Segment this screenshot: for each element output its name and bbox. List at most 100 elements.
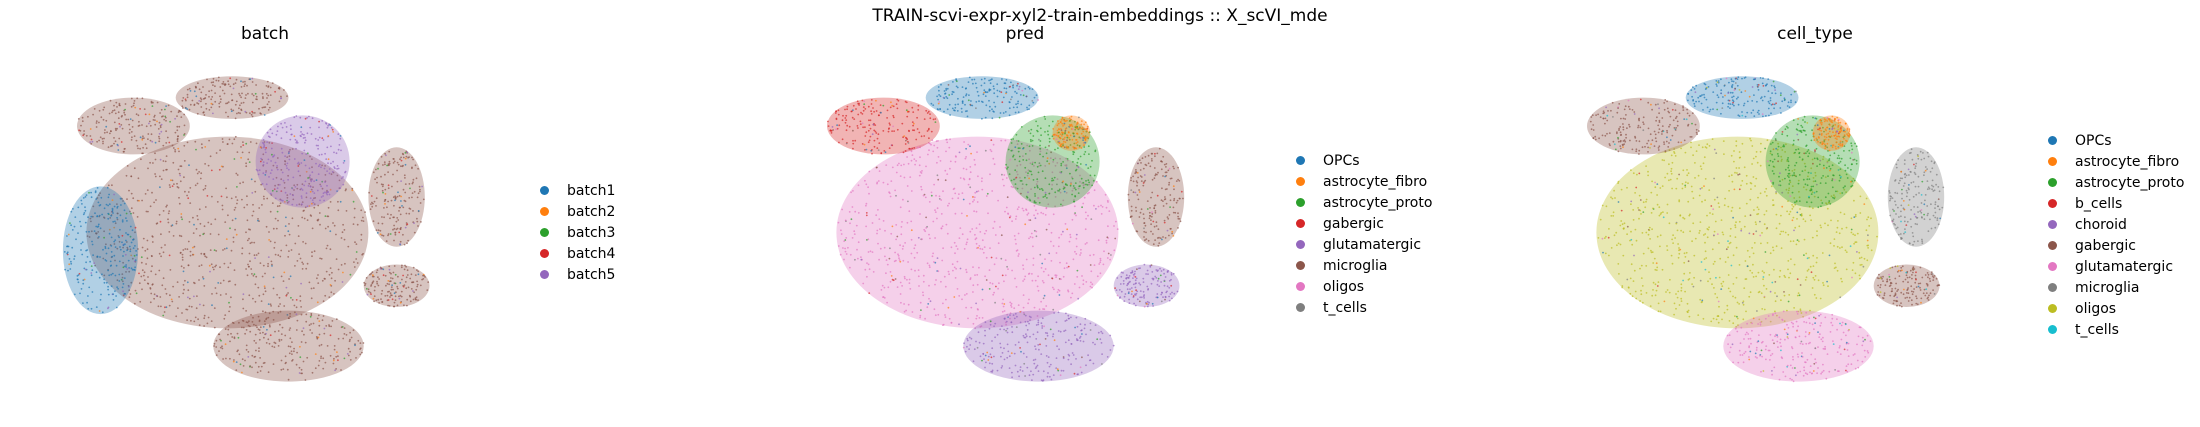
point (336, 165, 339, 167)
point (1134, 172, 1137, 175)
point (284, 225, 287, 228)
point (843, 258, 845, 261)
point (1814, 275, 1817, 277)
point (1077, 192, 1080, 195)
point (967, 317, 969, 320)
point (969, 230, 972, 233)
point (1065, 312, 1067, 315)
point (1605, 205, 1608, 208)
point (121, 114, 123, 117)
point (249, 330, 252, 333)
point (912, 122, 915, 125)
point (311, 227, 314, 230)
point (992, 293, 995, 296)
point (1094, 324, 1097, 326)
point (1085, 333, 1087, 336)
point (101, 213, 103, 216)
point (1144, 179, 1147, 182)
point (326, 146, 329, 149)
point (284, 355, 287, 358)
point (254, 300, 257, 303)
point (1865, 197, 1868, 200)
point (883, 286, 886, 289)
point (87, 307, 90, 310)
point (330, 126, 333, 129)
point (1014, 111, 1017, 114)
point (255, 84, 257, 86)
point (983, 358, 985, 360)
point (974, 327, 977, 330)
point (1045, 345, 1048, 347)
point (169, 294, 171, 297)
point (906, 185, 909, 187)
point (280, 368, 283, 371)
point (946, 87, 949, 90)
point (1082, 139, 1084, 142)
point (127, 285, 130, 288)
point (413, 291, 415, 294)
point (125, 174, 128, 177)
point (953, 241, 956, 244)
point (384, 163, 386, 166)
point (268, 312, 271, 315)
point (326, 170, 328, 173)
point (189, 202, 192, 205)
point (264, 174, 267, 176)
point (177, 168, 180, 171)
point (293, 184, 296, 187)
point (242, 293, 245, 296)
point (864, 108, 867, 110)
point (852, 129, 854, 132)
point (167, 221, 170, 224)
point (1748, 295, 1751, 298)
point (280, 97, 282, 100)
cluster-0-1 (62, 186, 139, 315)
point (222, 141, 224, 143)
point (80, 199, 83, 202)
point (1148, 211, 1151, 214)
point (1078, 286, 1081, 289)
point (265, 171, 267, 174)
point (295, 147, 297, 150)
point (263, 114, 266, 116)
point (69, 222, 71, 225)
point (402, 156, 405, 159)
point (1760, 242, 1762, 245)
point (286, 293, 288, 296)
point (141, 199, 144, 202)
point (1011, 371, 1013, 374)
point (339, 187, 342, 190)
point (982, 352, 985, 355)
point (1639, 300, 1641, 302)
point (1859, 195, 1862, 198)
point (1845, 191, 1847, 194)
point (1155, 277, 1158, 279)
point (187, 264, 190, 267)
point (1105, 239, 1108, 242)
point (1178, 218, 1181, 220)
point (1027, 320, 1029, 323)
point (100, 196, 103, 199)
point (958, 237, 961, 240)
point (110, 214, 112, 217)
point (1041, 189, 1044, 192)
point (340, 326, 343, 329)
point (123, 150, 125, 153)
point (360, 219, 363, 222)
point (934, 211, 937, 214)
point (889, 280, 892, 283)
point (279, 202, 282, 205)
point (1074, 250, 1076, 253)
point (1084, 138, 1087, 140)
point (158, 269, 161, 272)
point (956, 110, 959, 112)
point (332, 160, 334, 163)
point (105, 119, 108, 122)
point (928, 149, 930, 152)
point (1780, 230, 1783, 233)
point (1070, 128, 1073, 130)
point (324, 191, 326, 194)
point (1763, 296, 1766, 299)
point (1603, 237, 1606, 240)
point (417, 192, 420, 195)
